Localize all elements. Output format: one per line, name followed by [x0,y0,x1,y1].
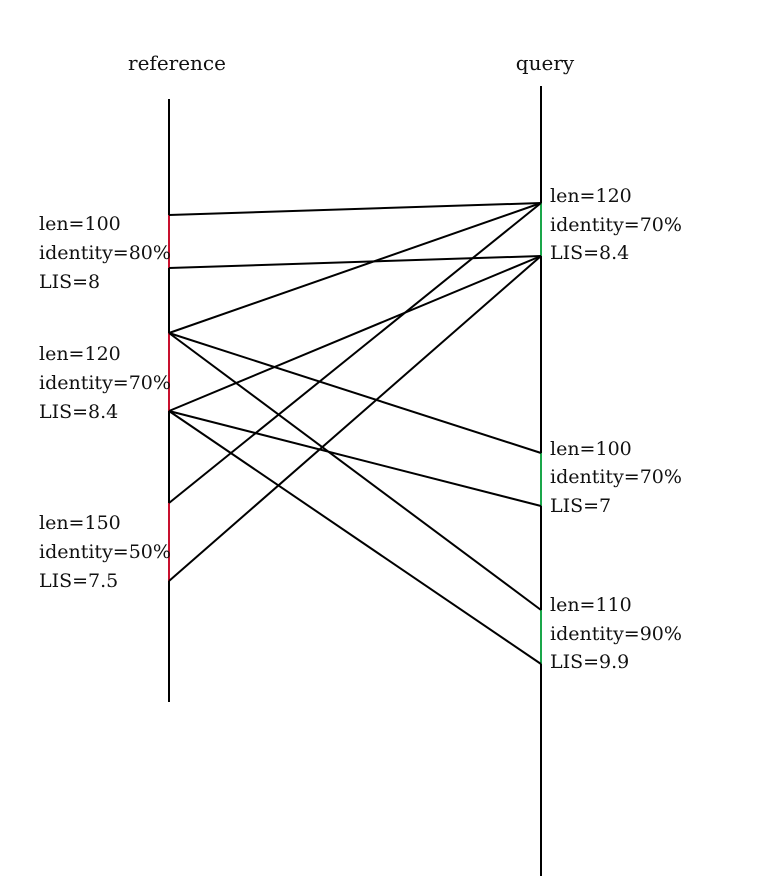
query-label-3-lis: LIS=9.9 [550,651,629,673]
reference-label-2: len=120 identity=70% LIS=8.4 [39,343,171,423]
query-label-2-lis: LIS=7 [550,495,611,517]
reference-label-2-len: len=120 [39,343,121,365]
query-label-3: len=110 identity=90% LIS=9.9 [550,594,682,673]
reference-label-1-identity: identity=80% [39,242,171,264]
query-label-1: len=120 identity=70% LIS=8.4 [550,185,682,264]
reference-label-3-identity: identity=50% [39,541,171,563]
query-label-3-len: len=110 [550,594,632,616]
alignment-link-r2-q3-end [168,410,542,665]
alignment-link-r2-q2-start [168,332,542,454]
reference-label-1: len=100 identity=80% LIS=8 [39,213,171,293]
alignment-link-r2-q1-end [168,255,542,412]
alignment-link-r2-q2-end [168,410,542,507]
query-label-1-lis: LIS=8.4 [550,242,629,264]
alignment-link-r3-q1-end [168,255,542,582]
query-label-1-len: len=120 [550,185,632,207]
query-label-2: len=100 identity=70% LIS=7 [550,438,682,517]
reference-label-3-len: len=150 [39,512,121,534]
reference-label-2-identity: identity=70% [39,372,171,394]
reference-label-2-lis: LIS=8.4 [39,401,118,423]
reference-title: reference [128,51,226,75]
alignment-link-r1-q1-end [168,255,542,269]
alignment-link-r1-q1-start [168,202,542,216]
reference-label-3: len=150 identity=50% LIS=7.5 [39,512,171,592]
query-label-3-identity: identity=90% [550,623,682,645]
query-label-2-len: len=100 [550,438,632,460]
query-label-2-identity: identity=70% [550,466,682,488]
reference-label-1-lis: LIS=8 [39,271,100,293]
alignment-links [168,202,542,665]
query-label-1-identity: identity=70% [550,214,682,236]
reference-label-1-len: len=100 [39,213,121,235]
reference-label-3-lis: LIS=7.5 [39,570,118,592]
alignment-link-r2-q1-start [168,202,542,334]
query-title: query [516,51,575,75]
alignment-link-r3-q1-start [168,202,542,504]
alignment-link-r2-q3-start [168,332,542,611]
